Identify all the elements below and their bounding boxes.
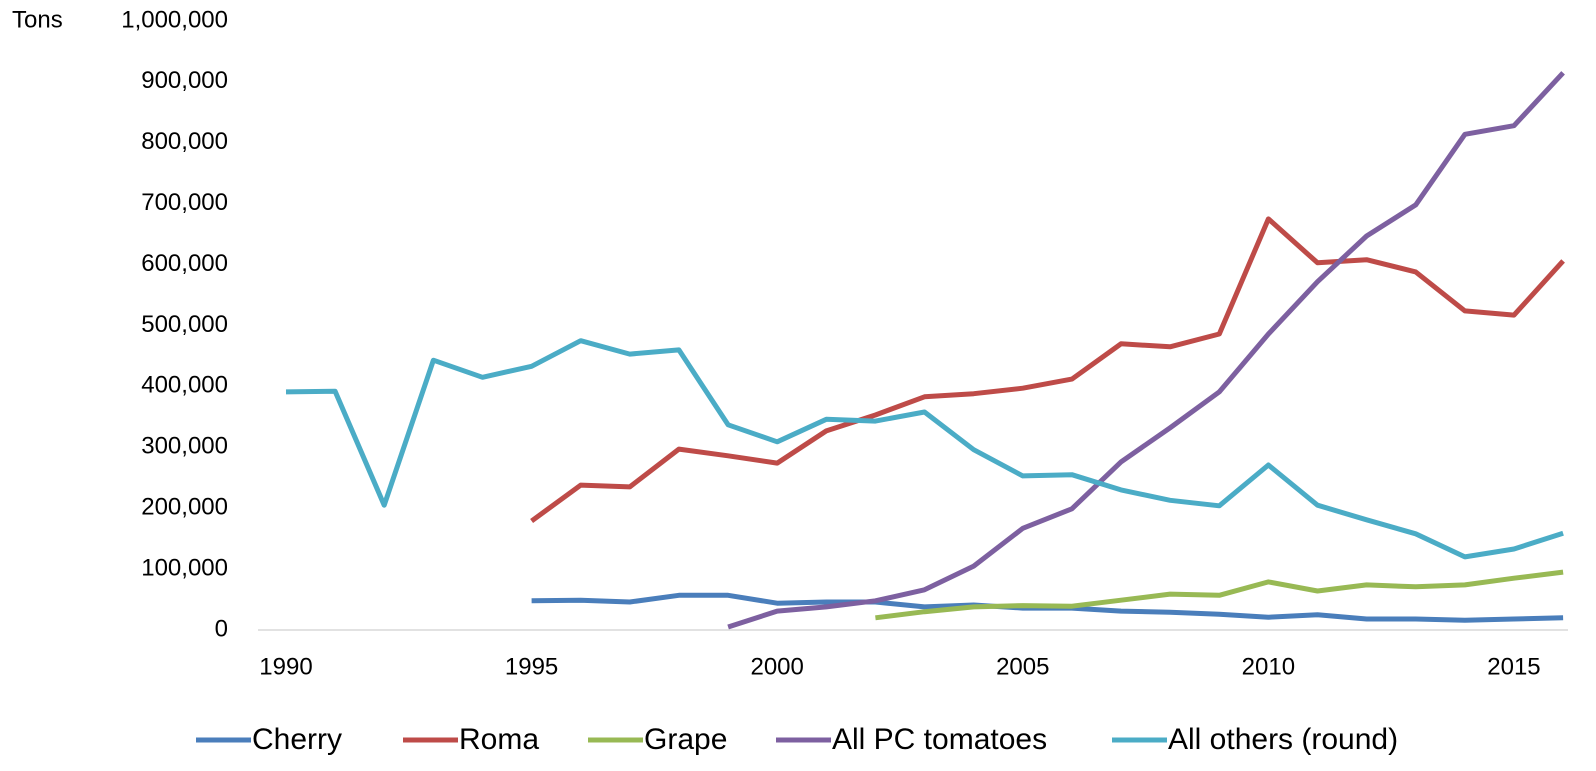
x-tick-label: 2010 xyxy=(1242,653,1295,680)
y-tick-label: 500,000 xyxy=(141,311,228,338)
legend-label: All others (round) xyxy=(1168,723,1398,756)
y-tick-label: 700,000 xyxy=(141,189,228,216)
series-line xyxy=(875,569,1564,621)
series-line xyxy=(285,338,1564,560)
legend-label: Grape xyxy=(644,723,727,756)
y-tick-label: 300,000 xyxy=(141,433,228,460)
y-tick-label: 0 xyxy=(215,615,228,642)
x-tick-label: 2005 xyxy=(996,653,1049,680)
y-tick-label: 400,000 xyxy=(141,372,228,399)
legend-label: Roma xyxy=(459,723,539,756)
y-tick-label: 900,000 xyxy=(141,67,228,94)
legend-label: All PC tomatoes xyxy=(832,723,1047,756)
y-axis-label: Tons xyxy=(12,6,63,33)
y-tick-label: 100,000 xyxy=(141,554,228,581)
series-line xyxy=(530,216,1565,524)
y-tick-label: 600,000 xyxy=(141,250,228,277)
x-tick-label: 1990 xyxy=(259,653,312,680)
x-tick-label: 1995 xyxy=(505,653,558,680)
legend-label: Cherry xyxy=(252,723,342,756)
series-line xyxy=(727,71,1565,630)
y-tick-label: 800,000 xyxy=(141,128,228,155)
y-tick-label: 1,000,000 xyxy=(121,6,228,33)
y-tick-label: 200,000 xyxy=(141,494,228,521)
x-tick-label: 2015 xyxy=(1487,653,1540,680)
x-tick-label: 2000 xyxy=(750,653,803,680)
